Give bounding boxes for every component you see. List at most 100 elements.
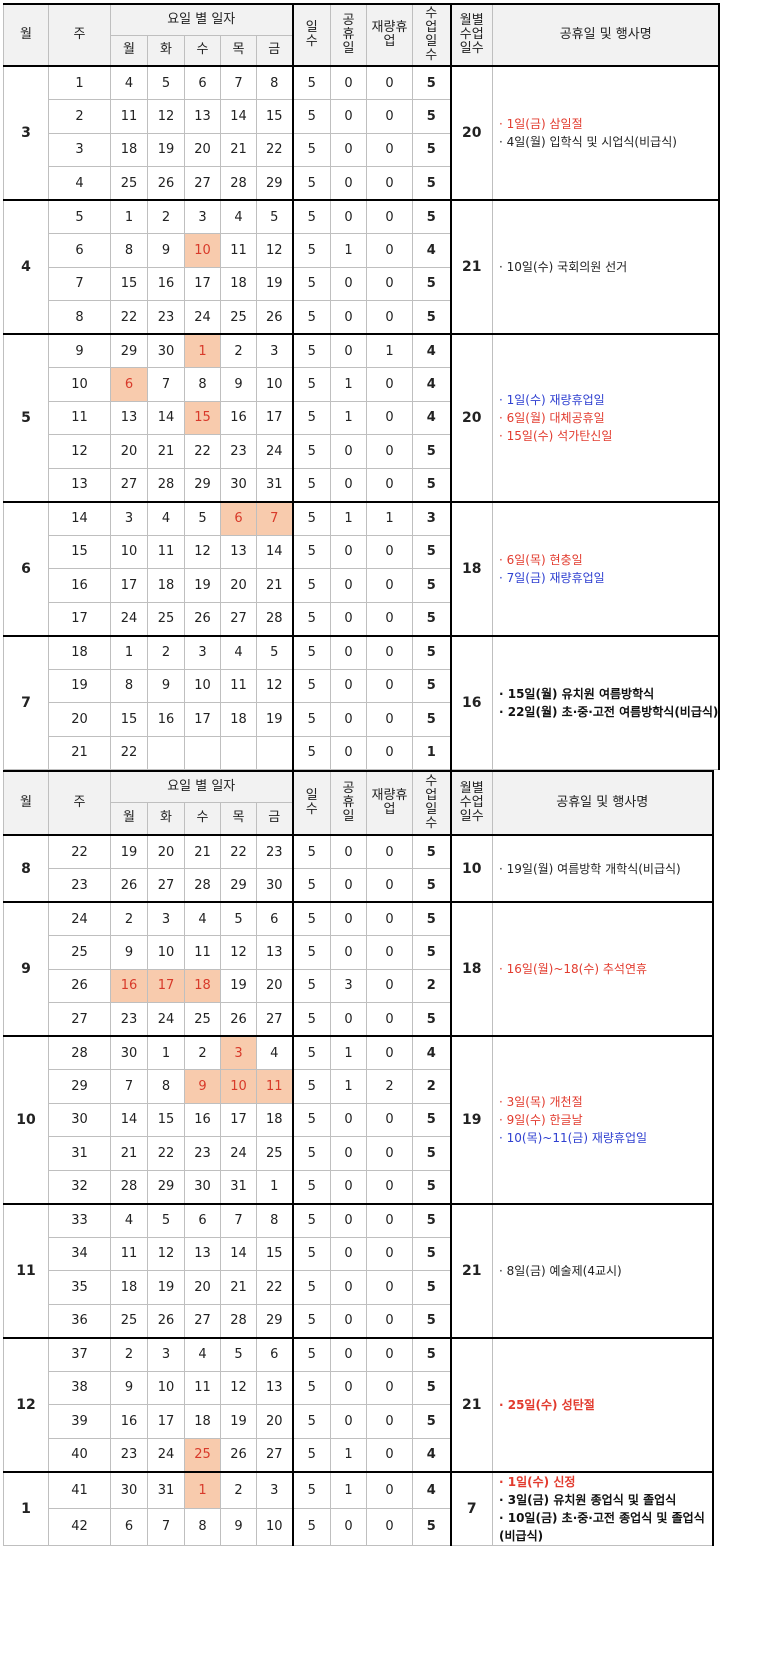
class-days: 5: [412, 1202, 452, 1238]
events-cell: · 19일(월) 여름방학 개학식(비급식): [492, 834, 714, 903]
day-cell: 13: [110, 400, 148, 435]
holiday-count: 0: [330, 434, 367, 469]
num-days: 5: [292, 601, 331, 636]
month-label: 5: [3, 333, 49, 502]
week-number: 14: [48, 500, 111, 536]
num-days: 5: [292, 1069, 331, 1104]
day-cell: 16: [110, 1404, 148, 1439]
holiday-count: 0: [330, 1202, 367, 1238]
week-row: 29 7 8 9 10 11 5 1 2 2: [4, 1069, 713, 1104]
day-cell: 31: [220, 1169, 257, 1204]
day-cell: 23: [147, 300, 185, 335]
day-cell: 16: [110, 968, 148, 1003]
num-days: 5: [292, 400, 331, 435]
event-item: · 15일(월) 유치원 여름방학식: [499, 686, 655, 701]
day-cell: 8: [256, 65, 294, 100]
holiday-count: 0: [330, 1136, 367, 1171]
holiday-count: 0: [330, 166, 367, 201]
week-number: 36: [48, 1303, 111, 1338]
holiday-count: 0: [330, 266, 367, 301]
week-row: 21 22 5 0 0 1: [4, 735, 720, 770]
day-cell: 20: [110, 434, 148, 469]
event-item: · 1일(금) 삼일절: [499, 117, 583, 131]
day-cell: 26: [220, 1002, 257, 1037]
num-days: 5: [292, 434, 331, 469]
day-cell: 13: [184, 99, 221, 134]
event-item: · 9일(수) 한글날: [499, 1112, 583, 1127]
day-cell: 28: [110, 1169, 148, 1204]
discretionary-count: 0: [366, 434, 413, 469]
week-row: 25 9 10 11 12 13 5 0 0 5: [4, 935, 713, 970]
day-cell: 6: [184, 1202, 221, 1238]
day-cell: 7: [147, 367, 185, 402]
num-days: 5: [292, 1470, 331, 1509]
events-cell: · 8일(금) 예술제(4교시): [492, 1202, 714, 1338]
day-cell: 24: [220, 1136, 257, 1171]
class-days: 5: [412, 166, 452, 201]
day-cell: 9: [184, 1069, 221, 1104]
day-cell: 8: [256, 1202, 294, 1238]
week-number: 10: [48, 367, 111, 402]
num-days: 5: [292, 868, 331, 903]
holiday-count: 0: [330, 1336, 367, 1372]
day-cell: 17: [220, 1102, 257, 1137]
day-cell: 31: [147, 1470, 185, 1509]
day-cell: 15: [256, 1236, 294, 1271]
day-cell: 5: [184, 500, 221, 536]
num-days: 5: [292, 500, 331, 536]
day-cell: 19: [220, 1404, 257, 1439]
class-days: 4: [412, 1035, 452, 1070]
monthly-total: 21: [450, 1202, 493, 1338]
header-day-1: 화: [147, 34, 185, 67]
week-row: 26 16 17 18 19 20 5 3 0 2: [4, 968, 713, 1003]
discretionary-count: 0: [366, 735, 413, 770]
num-days: 5: [292, 266, 331, 301]
discretionary-count: 0: [366, 935, 413, 970]
day-cell: 6: [220, 500, 257, 536]
day-cell: 15: [110, 702, 148, 737]
header-daily-dates: 요일 별 일자: [110, 770, 294, 803]
day-cell: 12: [184, 534, 221, 569]
week-number: 24: [48, 901, 111, 936]
week-row: 8 22 23 24 25 26 5 0 0 5: [4, 300, 720, 335]
header-day-0: 월: [110, 34, 148, 67]
day-cell: 4: [256, 1035, 294, 1070]
month-label: 6: [3, 500, 49, 636]
day-cell: 11: [147, 534, 185, 569]
num-days: 5: [292, 1102, 331, 1137]
day-cell: [184, 735, 221, 770]
num-days: 5: [292, 968, 331, 1003]
week-row: 3 1 4 5 6 7 8 5 0 0 5 20 · 1일(금) 삼일절 · 4일(월) 입학식 및 시업…: [3, 65, 721, 201]
day-cell: 3: [147, 901, 185, 936]
week-number: 5: [48, 199, 111, 234]
holiday-count: 0: [330, 1370, 367, 1405]
class-days: 5: [412, 1102, 452, 1137]
class-days: 4: [412, 333, 452, 368]
holiday-count: 0: [330, 634, 367, 670]
week-number: 9: [48, 333, 111, 368]
week-row: 19 8 9 10 11 12 5 0 0 5: [4, 668, 720, 703]
month-label: 10: [3, 1035, 49, 1204]
day-cell: 14: [220, 1236, 257, 1271]
events-cell: · 25일(수) 성탄절: [492, 1336, 714, 1472]
day-cell: 27: [220, 601, 257, 636]
num-days: 5: [292, 834, 331, 869]
week-number: 20: [48, 702, 111, 737]
header-day-4: 금: [256, 34, 294, 67]
day-cell: 3: [220, 1035, 257, 1070]
event-item: · 4일(월) 입학식 및 시업식(비급식): [499, 135, 677, 149]
day-cell: 24: [110, 601, 148, 636]
holiday-count: 0: [330, 1507, 367, 1546]
day-cell: 12: [147, 1236, 185, 1271]
num-days: 5: [292, 65, 331, 100]
day-cell: 9: [220, 1507, 257, 1546]
day-cell: 1: [256, 1169, 294, 1204]
week-number: 26: [48, 968, 111, 1003]
day-cell: 30: [147, 333, 185, 368]
day-cell: 8: [110, 668, 148, 703]
discretionary-count: 0: [366, 233, 413, 268]
discretionary-count: 0: [366, 1136, 413, 1171]
event-item: · 25일(수) 성탄절: [499, 1397, 595, 1412]
day-cell: 21: [147, 434, 185, 469]
